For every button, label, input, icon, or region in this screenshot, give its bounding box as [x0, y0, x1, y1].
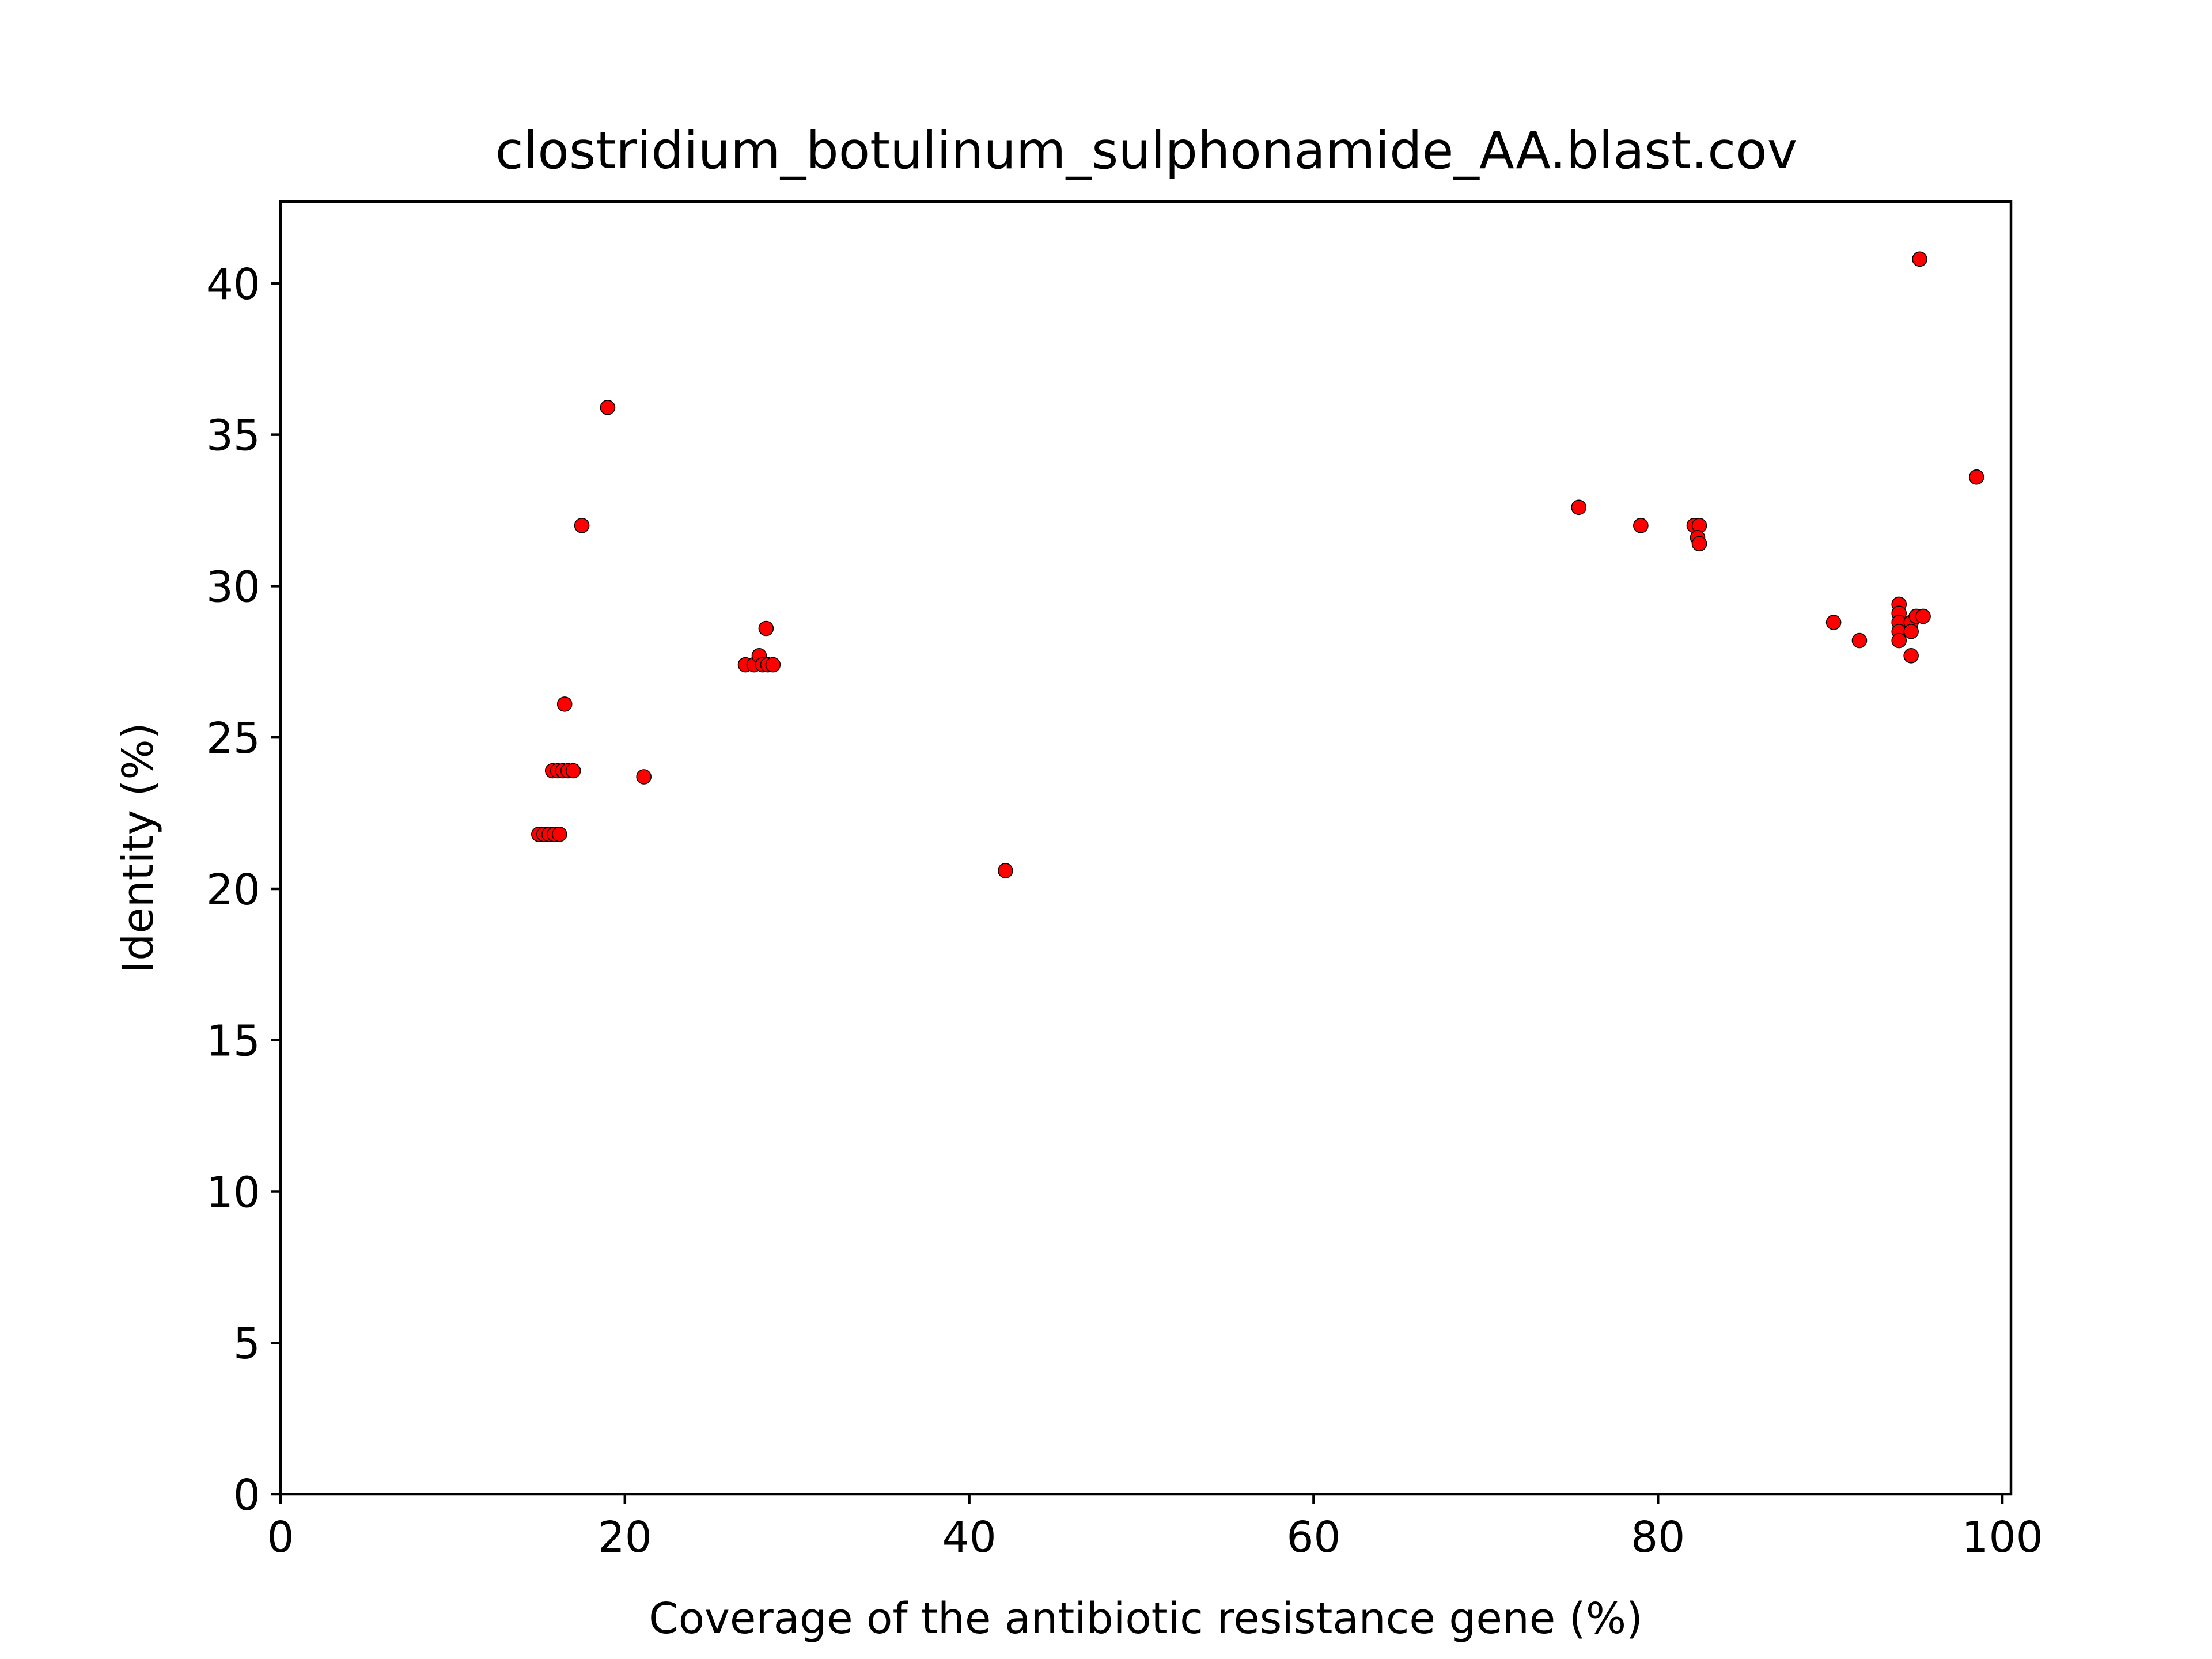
plot-area-frame [279, 200, 2013, 1496]
chart-title: clostridium_botulinum_sulphonamide_AA.bl… [495, 120, 1798, 180]
data-point-4 [551, 827, 567, 842]
x-tick-label-40: 40 [942, 1513, 997, 1562]
y-tick-label-30: 30 [206, 562, 260, 612]
x-tick-label-100: 100 [1961, 1513, 2043, 1562]
y-tick-label-25: 25 [206, 714, 260, 763]
data-point-34 [1891, 632, 1907, 649]
x-axis-ticks: 0 20 40 60 80 100 [267, 1494, 2043, 1562]
data-point-22 [1571, 499, 1587, 516]
data-point-23 [1633, 518, 1649, 533]
x-axis-label: Coverage of the antibiotic resistance ge… [649, 1594, 1643, 1643]
data-point-40 [1912, 251, 1927, 267]
data-point-29 [1851, 632, 1868, 649]
y-axis-label: Identity (%) [113, 722, 163, 973]
data-point-12 [600, 400, 616, 415]
data-point-13 [636, 769, 652, 785]
data-point-36 [1903, 623, 1919, 639]
data-point-28 [1825, 615, 1842, 630]
data-point-37 [1903, 647, 1919, 664]
data-point-20 [758, 620, 774, 637]
data-point-21 [998, 863, 1013, 878]
y-tick-label-10: 10 [206, 1168, 260, 1217]
data-point-9 [565, 763, 581, 779]
data-point-39 [1915, 608, 1931, 624]
data-point-11 [574, 518, 590, 533]
y-axis-ticks: 0 5 10 15 20 25 30 35 40 [206, 260, 281, 1520]
y-tick-label-15: 15 [206, 1017, 260, 1066]
y-tick-label-20: 20 [206, 865, 260, 915]
y-tick-label-0: 0 [233, 1471, 260, 1520]
data-point-41 [1968, 469, 1984, 485]
x-tick-label-80: 80 [1631, 1513, 1685, 1562]
y-tick-label-40: 40 [206, 260, 260, 309]
data-point-10 [556, 696, 573, 712]
x-tick-label-20: 20 [598, 1513, 652, 1562]
x-tick-label-0: 0 [267, 1513, 294, 1562]
data-points [531, 251, 1984, 878]
data-point-27 [1691, 536, 1707, 552]
x-tick-label-60: 60 [1286, 1513, 1340, 1562]
y-tick-label-35: 35 [206, 411, 260, 461]
y-tick-label-5: 5 [233, 1319, 260, 1369]
data-point-19 [765, 657, 781, 673]
